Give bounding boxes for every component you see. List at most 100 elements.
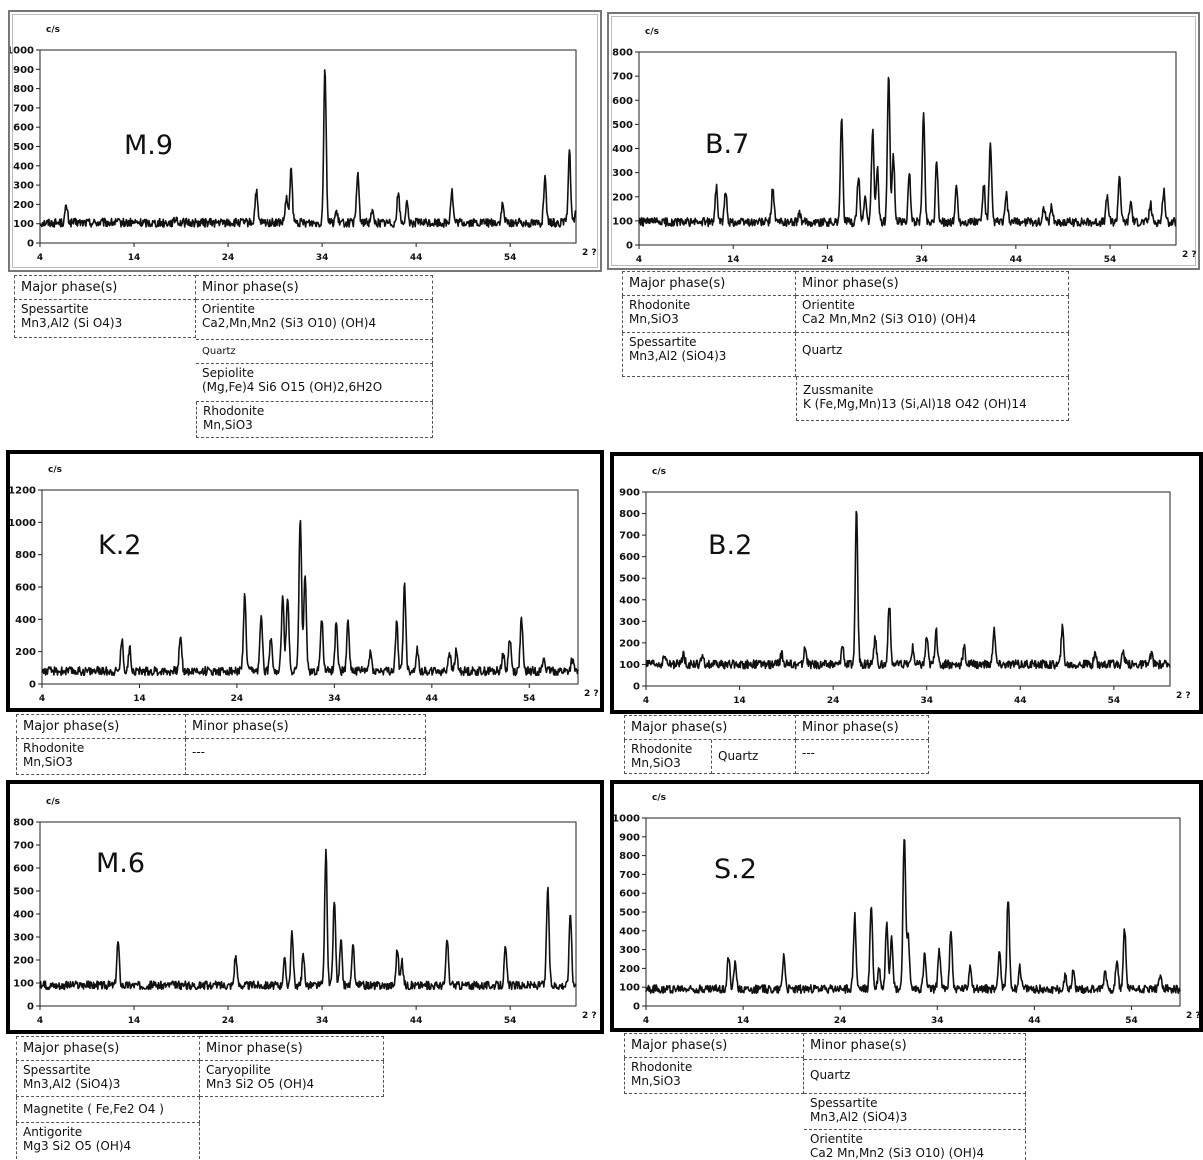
y-tick-label: 400 bbox=[13, 161, 34, 172]
x-tick-label: 14 bbox=[737, 1016, 750, 1026]
x-tick-label: 34 bbox=[931, 1016, 944, 1026]
diffraction-trace bbox=[638, 76, 1177, 228]
y-axis-label: c/s bbox=[645, 27, 659, 37]
x-tick-label: 54 bbox=[1104, 255, 1117, 265]
x-tick-label: 24 bbox=[827, 696, 840, 706]
x-tick-label: 4 bbox=[643, 1016, 649, 1026]
minor-phase-cell: Spessartite Mn3,Al2 (SiO4)3 bbox=[804, 1094, 1026, 1130]
y-tick-label: 100 bbox=[619, 660, 640, 671]
major-phase-cell: Rhodonite Mn,SiO3 bbox=[16, 739, 186, 775]
x-tick-label: 44 bbox=[1014, 696, 1027, 706]
sample-label-s2: S.2 bbox=[714, 854, 757, 885]
minor-phase-cell: Quartz bbox=[196, 340, 433, 364]
phase-formula: Ca2 Mn,Mn2 (Si3 O10) (OH)4 bbox=[810, 1146, 985, 1160]
phase-formula: Mn,SiO3 bbox=[629, 312, 679, 326]
y-tick-label: 300 bbox=[13, 181, 34, 192]
major-phase-cell: Spessartite Mn3,Al2 (SiO4)3 bbox=[622, 333, 796, 377]
x-tick-label: 4 bbox=[636, 255, 642, 265]
chart-frame-s2: 0 100 200 300 400 500 600 700 800 900 1000 4 14 24 34 4… bbox=[610, 780, 1203, 1032]
phase-name: Rhodonite bbox=[631, 742, 693, 756]
major-phase-cell: Magnetite ( Fe,Fe2 O4 ) bbox=[16, 1097, 200, 1123]
plot-area bbox=[645, 491, 1171, 687]
major-phase-header: Major phase(s) bbox=[622, 271, 796, 296]
y-tick-label: 500 bbox=[612, 120, 633, 131]
y-tick-label: 1200 bbox=[10, 486, 36, 497]
phase-name: Spessartite bbox=[629, 335, 697, 349]
y-tick-label: 800 bbox=[13, 84, 34, 95]
x-axis-label: 2 ? bbox=[582, 1011, 597, 1021]
x-tick-label: 54 bbox=[504, 253, 517, 263]
y-tick-label: 100 bbox=[612, 216, 633, 227]
x-tick-label: 54 bbox=[504, 1016, 517, 1026]
y-tick-label: 100 bbox=[619, 983, 640, 994]
phase-formula: Mn3,Al2 (SiO4)3 bbox=[629, 349, 727, 363]
y-tick-label: 0 bbox=[29, 680, 36, 691]
x-tick-label: 24 bbox=[222, 253, 235, 263]
xrd-pattern-chart-s2: 0 100 200 300 400 500 600 700 800 900 1000 4 14 24 34 4… bbox=[614, 793, 1201, 1026]
x-tick-label: 44 bbox=[410, 1016, 423, 1026]
major-phase-header: Major phase(s) bbox=[16, 714, 186, 739]
x-tick-label: 54 bbox=[1125, 1016, 1138, 1026]
x-tick-label: 14 bbox=[133, 694, 146, 704]
x-tick-label: 4 bbox=[37, 253, 43, 263]
y-tick-label: 0 bbox=[633, 682, 640, 693]
phase-name: Rhodonite bbox=[23, 741, 85, 755]
x-tick-label: 24 bbox=[222, 1016, 235, 1026]
y-tick-label: 0 bbox=[27, 1002, 34, 1013]
phase-formula: Mn,SiO3 bbox=[631, 1074, 681, 1088]
x-tick-label: 24 bbox=[834, 1016, 847, 1026]
y-axis-label: c/s bbox=[652, 793, 666, 803]
phase-name: Quartz bbox=[718, 749, 759, 763]
x-tick-label: 54 bbox=[1108, 696, 1121, 706]
minor-phase-cell: Quartz bbox=[796, 333, 1069, 377]
minor-phase-cell: --- bbox=[796, 740, 929, 774]
y-tick-label: 900 bbox=[13, 65, 34, 76]
x-tick-label: 4 bbox=[643, 696, 649, 706]
minor-phase-cell: Quartz bbox=[804, 1060, 1026, 1094]
major-phase-cell: Rhodonite Mn,SiO3 bbox=[622, 296, 796, 333]
y-tick-label: 500 bbox=[13, 887, 34, 898]
minor-phase-cell: Rhodonite Mn,SiO3 bbox=[196, 402, 433, 438]
y-tick-label: 600 bbox=[15, 583, 36, 594]
y-tick-label: 200 bbox=[15, 647, 36, 658]
phase-name: Zussmanite bbox=[803, 383, 874, 397]
xrd-pattern-chart-m9: 0 100 200 300 400 500 600 700 800 900 1000 4 14 24 34 4… bbox=[10, 25, 597, 263]
y-tick-label: 600 bbox=[612, 96, 633, 107]
y-tick-label: 700 bbox=[13, 103, 34, 114]
phase-formula: K (Fe,Mg,Mn)13 (Si,Al)18 O42 (OH)14 bbox=[803, 397, 1027, 411]
plot-area bbox=[39, 49, 577, 244]
x-tick-label: 24 bbox=[821, 255, 834, 265]
phase-formula: Ca2,Mn,Mn2 (Si3 O10) (OH)4 bbox=[202, 316, 377, 330]
y-tick-label: 600 bbox=[619, 552, 640, 563]
y-tick-label: 100 bbox=[13, 219, 34, 230]
minor-phase-cell: Caryopilite Mn3 Si2 O5 (OH)4 bbox=[200, 1061, 384, 1097]
y-tick-label: 800 bbox=[619, 851, 640, 862]
phase-formula: Mn3,Al2 (Si O4)3 bbox=[21, 316, 123, 330]
x-axis-label: 2 ? bbox=[582, 248, 597, 258]
minor-phase-header: Minor phase(s) bbox=[796, 271, 1069, 296]
y-tick-label: 500 bbox=[13, 142, 34, 153]
y-tick-label: 200 bbox=[619, 964, 640, 975]
phase-formula: Mn,SiO3 bbox=[631, 756, 681, 770]
phase-name: Caryopilite bbox=[206, 1063, 271, 1077]
sample-label-b2: B.2 bbox=[708, 530, 753, 561]
sample-label-m6: M.6 bbox=[96, 848, 146, 879]
phase-formula: Mn,SiO3 bbox=[203, 418, 253, 432]
xrd-pattern-chart-k2: 0 200 400 600 800 1000 1200 4 14 24 34 44 54 c/s 2 ? bbox=[10, 465, 599, 704]
y-tick-label: 300 bbox=[619, 945, 640, 956]
y-axis-label: c/s bbox=[46, 25, 60, 35]
y-tick-label: 600 bbox=[13, 123, 34, 134]
phase-name: Rhodonite bbox=[629, 298, 691, 312]
plot-area bbox=[41, 489, 579, 685]
y-tick-label: 800 bbox=[13, 818, 34, 829]
y-tick-label: 200 bbox=[612, 192, 633, 203]
y-tick-label: 400 bbox=[13, 910, 34, 921]
x-tick-label: 44 bbox=[410, 253, 423, 263]
y-tick-label: 500 bbox=[619, 908, 640, 919]
chart-frame-b7: 0 100 200 300 400 500 600 700 800 4 14 24 34 44 54 c/s 2… bbox=[607, 12, 1200, 270]
y-axis-label: c/s bbox=[46, 797, 60, 807]
minor-phase-header: Minor phase(s) bbox=[196, 275, 433, 300]
major-phase-header: Major phase(s) bbox=[624, 715, 796, 740]
y-tick-label: 0 bbox=[633, 1002, 640, 1013]
phase-name: Rhodonite bbox=[203, 404, 265, 418]
